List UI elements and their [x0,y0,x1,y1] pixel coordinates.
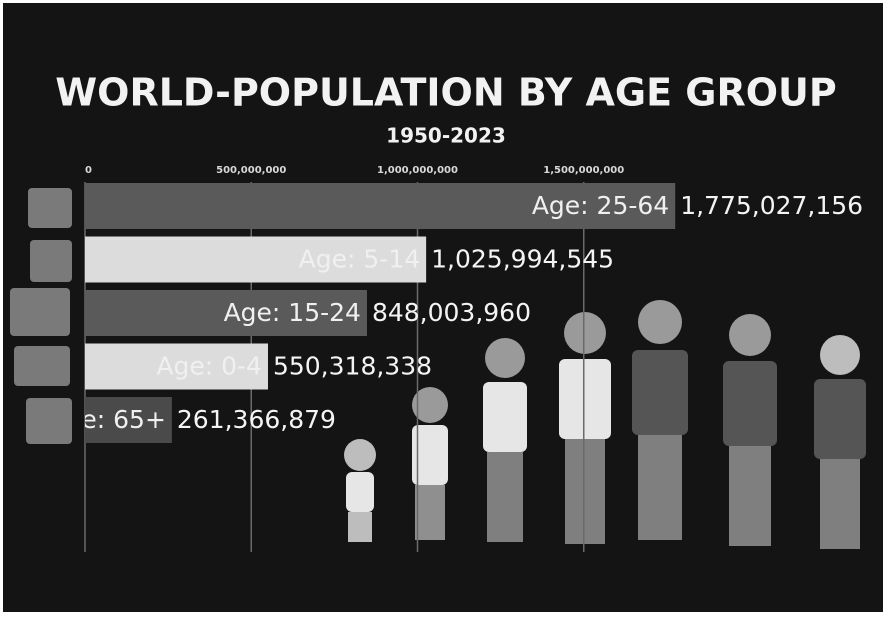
bar [85,183,676,229]
chart-title: WORLD-POPULATION BY AGE GROUP [55,71,837,115]
face-icons [10,188,72,444]
category-label: Age: 15-24 [224,298,361,327]
x-tick-label: 1,500,000,000 [543,165,624,176]
x-tick-label: 500,000,000 [216,165,286,176]
value-label: 550,318,338 [273,352,432,381]
value-label: 1,025,994,545 [431,245,614,274]
bar [85,397,172,443]
category-label: Age: 5-14 [299,245,420,274]
category-label: Age: 65+ [48,405,165,434]
figures [344,300,866,549]
bar [85,290,367,336]
x-tick-label: 1,000,000,000 [377,165,458,176]
value-label: 848,003,960 [372,298,531,327]
bar [85,343,268,390]
bar [85,236,427,283]
category-label: Age: 0-4 [156,352,262,381]
value-label: 261,366,879 [177,405,336,434]
x-tick-label: 0 [85,165,92,176]
chart-subtitle: 1950-2023 [386,124,506,148]
bars: Age: 25-64 Age: 5-14 Age: 15-24 Age: 0-4 Age… [48,183,676,443]
value-label: 1,775,027,156 [680,191,863,220]
value-labels: 1,775,027,156 1,025,994,545 848,003,960 550… [177,191,863,434]
category-label: Age: 25-64 [532,191,669,220]
